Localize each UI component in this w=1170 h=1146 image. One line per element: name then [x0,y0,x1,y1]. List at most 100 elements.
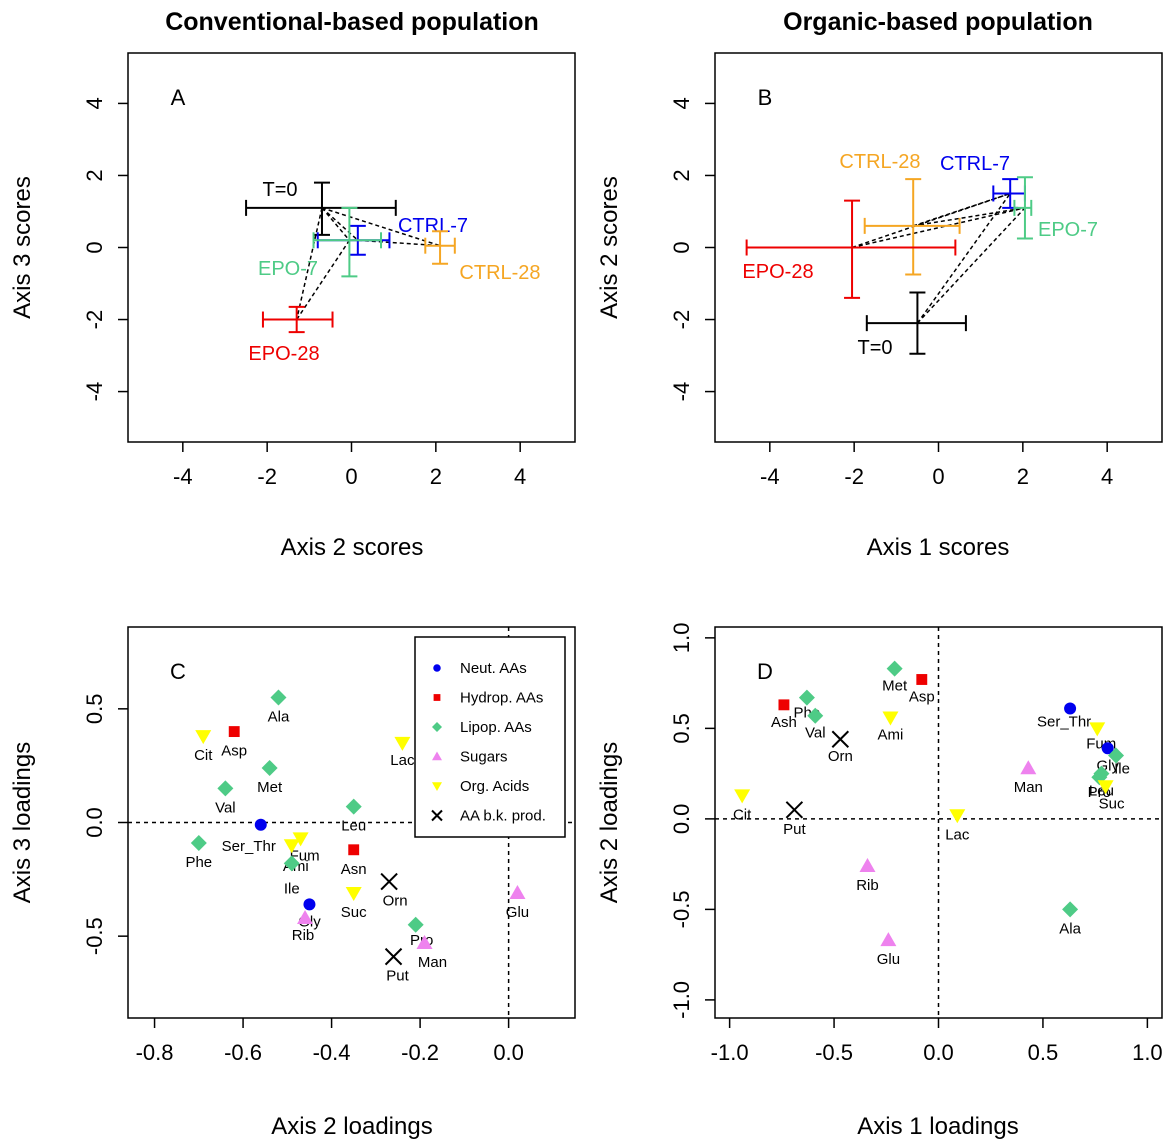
x-tick-label: 0 [345,464,357,489]
data-point: Phe [185,834,212,871]
data-point: Val [215,780,236,816]
data-point: Cit [194,730,213,764]
left-column-title: Conventional-based population [165,8,539,36]
data-point: Val [805,707,826,742]
y-tick-label: -2 [82,310,107,330]
y-tick-label: 2 [82,169,107,181]
x-tick-label: 0.0 [923,1040,954,1065]
point-label: Ala [268,708,290,725]
point-label: Cit [194,747,213,764]
point-label: Met [882,678,908,695]
point-marker [270,689,287,706]
data-point: Ala [268,689,290,725]
data-point: Ile [1108,747,1130,778]
point-marker [283,855,300,872]
group-label: CTRL-28 [839,151,920,173]
error-bar [863,178,961,276]
point-marker [303,898,316,911]
point-label: Asp [909,688,935,705]
x-tick-label: -2 [257,464,277,489]
point-marker [345,886,362,901]
group-label: EPO-7 [1038,219,1098,241]
data-point: Man [1014,760,1043,796]
x-tick-label: 4 [514,464,526,489]
panel-letter: C [170,659,186,684]
data-point: Cit [733,789,752,823]
data-point: Met [882,660,908,695]
x-tick-label: -4 [760,464,780,489]
data-point: Lac [390,736,415,769]
y-tick-label: -2 [669,310,694,330]
point-marker [1062,901,1079,918]
point-marker [778,699,790,711]
point-label: Man [418,954,447,971]
point-label: Fum [290,847,320,864]
plot-frame [127,52,576,443]
trajectory-line [296,239,351,320]
point-label: Asn [341,861,367,878]
trajectory-line [916,193,1011,324]
error-bar [261,305,334,334]
point-marker [916,674,928,685]
data-point: Asn [341,844,367,878]
error-bar [245,181,397,236]
point-marker [384,947,403,966]
x-tick-label: -0.4 [313,1040,351,1065]
panels: -4 -2 0 2 4 -4 -2 0 2 4 Axis 2 scores Axis 3 scores… [9,52,1163,1140]
point-marker [807,707,824,724]
legend-entry: Org. Acids [460,778,529,795]
panel-d: -1.0 -0.5 0.0 0.5 1.0 -1.0 -0.5 0.0 0.5 1.0 Axis 1… [596,623,1163,1140]
legend-marker [432,751,442,761]
point-label: Suc [1099,795,1125,812]
data-point: Gly [298,898,321,930]
trajectory-line [916,207,1026,324]
data-point: Asp [909,674,935,705]
data-point: Put [384,947,410,985]
legend-marker [432,782,442,791]
point-marker [407,916,424,933]
y-tick-label: 0.0 [669,804,694,835]
data-point: Orn [380,872,408,910]
point-label: Val [215,799,236,816]
point-label: Leu [341,818,366,835]
x-tick-label: 0 [932,464,944,489]
data-point: Glu [506,884,529,921]
point-label: Rib [292,927,315,944]
y-tick-label: 4 [669,97,694,109]
y-tick-label: -0.5 [82,917,107,955]
point-marker [1108,747,1125,764]
legend-marker [431,809,443,822]
point-marker [283,839,300,854]
x-axis-label: Axis 1 loadings [857,1113,1018,1140]
point-marker [228,726,240,738]
point-marker [261,759,278,776]
point-label: Man [1014,779,1043,796]
x-axis-label: Axis 1 scores [867,534,1010,561]
legend-entry: Hydrop. AAs [460,690,543,707]
point-label: Ser_Thr [1037,713,1091,730]
x-tick-label: -0.2 [401,1040,439,1065]
point-marker [1020,760,1037,775]
group-label: EPO-28 [248,343,319,365]
x-tick-label: -0.6 [224,1040,262,1065]
y-tick-label: 0.0 [82,807,107,838]
data-point: Asp [221,726,247,760]
y-tick-label: 0.5 [82,694,107,725]
error-bar [312,206,383,278]
y-tick-label: 0.5 [669,713,694,744]
legend-entry: Sugars [460,749,508,766]
data-point: Orn [828,730,853,765]
data-point: Ser_Thr [222,818,276,855]
point-marker [886,660,903,677]
group-label: T=0 [262,179,297,201]
point-marker [798,689,815,706]
x-tick-label: -4 [173,464,193,489]
point-label: Put [783,821,806,838]
y-tick-label: -4 [669,382,694,402]
data-point: Ser_Thr [1037,702,1091,730]
data-point: Put [783,801,806,838]
x-tick-label: -2 [844,464,864,489]
point-label: Orn [383,893,408,910]
point-label: Val [805,725,826,742]
data-point: Leu [341,798,366,835]
